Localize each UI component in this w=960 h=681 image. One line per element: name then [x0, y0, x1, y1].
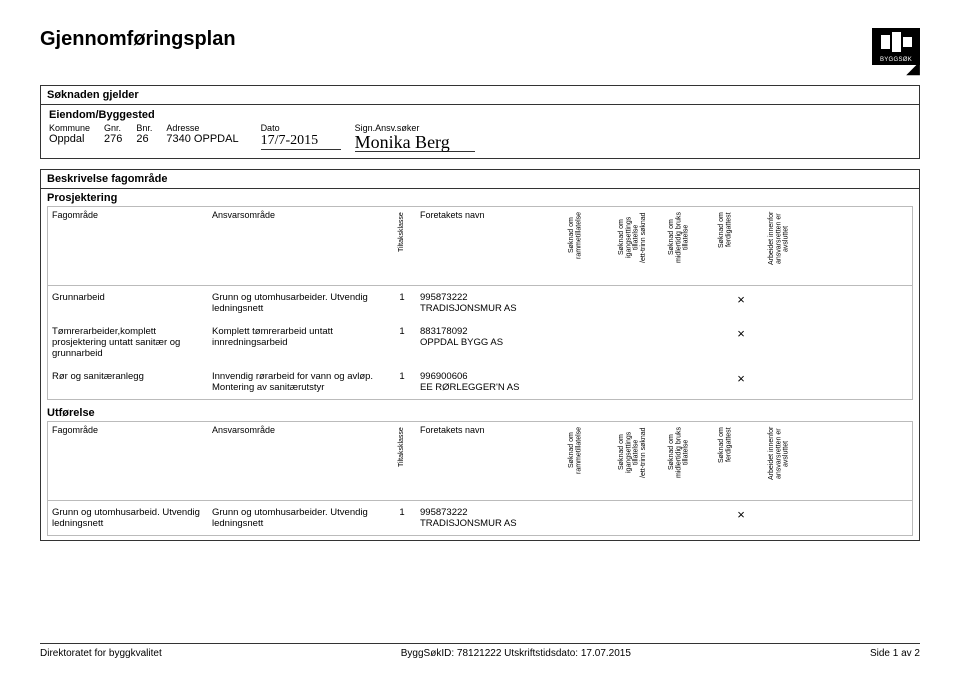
- page: Gjennomføringsplan BYGGSØK ◢ Søknaden gj…: [0, 0, 960, 681]
- prosjektering-head: Fagområde Ansvarsområde Tiltaksklasse Fo…: [48, 207, 912, 286]
- cell-foretak: 996900606 EE RØRLEGGER'N AS: [416, 368, 566, 396]
- table-row: Grunn og utomhusarbeid. Utvendig ledning…: [48, 501, 912, 535]
- kommune-value: Oppdal: [49, 133, 90, 145]
- cell-mark-1: [566, 323, 616, 362]
- footer: Direktoratet for byggkvalitet ByggSøkID:…: [40, 643, 920, 659]
- logo-icon: [872, 28, 920, 56]
- cell-ansvar: Grunn og utomhusarbeider. Utvendig ledni…: [208, 289, 388, 317]
- utforelse-table: Fagområde Ansvarsområde Tiltaksklasse Fo…: [47, 421, 913, 536]
- col-v5: Arbeidet innenfor ansvarsretten er avslu…: [768, 210, 790, 282]
- col-v4: Søknad om ferdigattest: [718, 210, 733, 282]
- dato-value: 17/7-2015: [261, 133, 341, 150]
- cell-mark-2: [616, 504, 666, 532]
- cell-mark-4: ×: [716, 504, 766, 532]
- cell-foretak: 883178092 OPPDAL BYGG AS: [416, 323, 566, 362]
- section-beskrivelse: Beskrivelse fagområde Prosjektering Fago…: [40, 169, 920, 541]
- cell-mark-4: ×: [716, 323, 766, 362]
- table-row: Tømrerarbeider,komplett prosjektering un…: [48, 320, 912, 365]
- cell-mark-3: [666, 289, 716, 317]
- prosjektering-title: Prosjektering: [41, 189, 919, 206]
- cell-fagomrade: Tømrerarbeider,komplett prosjektering un…: [48, 323, 208, 362]
- col-fagomrade: Fagområde: [48, 207, 208, 285]
- col-tiltak: Tiltaksklasse: [398, 210, 405, 282]
- col-v3: Søknad om midlertidig bruks tillatelse: [668, 425, 690, 497]
- cell-mark-4: ×: [716, 368, 766, 396]
- cell-tiltaksklasse: 1: [388, 504, 416, 532]
- col-v3: Søknad om midlertidig bruks tillatelse: [668, 210, 690, 282]
- cell-mark-2: [616, 368, 666, 396]
- cell-mark-1: [566, 504, 616, 532]
- logo: BYGGSØK ◢: [872, 28, 920, 71]
- col-ansvar: Ansvarsområde: [208, 207, 388, 285]
- footer-right: Side 1 av 2: [870, 648, 920, 659]
- gnr-label: Gnr.: [104, 123, 122, 133]
- col-v2: Søknad om igangsettings tillatelse /ett-…: [618, 425, 647, 497]
- gnr-value: 276: [104, 133, 122, 145]
- cell-mark-5: [766, 323, 816, 362]
- col-ansvar: Ansvarsområde: [208, 422, 388, 500]
- footer-center: ByggSøkID: 78121222 Utskriftstidsdato: 1…: [401, 648, 631, 659]
- cell-tiltaksklasse: 1: [388, 323, 416, 362]
- cell-mark-5: [766, 368, 816, 396]
- col-v2: Søknad om igangsettings tillatelse /ett-…: [618, 210, 647, 282]
- cell-mark-2: [616, 323, 666, 362]
- col-v1: Søknad om rammetillatelse: [568, 425, 583, 497]
- kommune-label: Kommune: [49, 123, 90, 133]
- cell-mark-3: [666, 368, 716, 396]
- adresse-value: 7340 OPPDAL: [166, 133, 238, 145]
- cell-mark-5: [766, 289, 816, 317]
- cell-fagomrade: Rør og sanitæranlegg: [48, 368, 208, 396]
- header: Gjennomføringsplan BYGGSØK ◢: [40, 28, 920, 71]
- cell-foretak: 995873222 TRADISJONSMUR AS: [416, 504, 566, 532]
- adresse-label: Adresse: [166, 123, 238, 133]
- cell-mark-1: [566, 368, 616, 396]
- col-v1: Søknad om rammetillatelse: [568, 210, 583, 282]
- cell-tiltaksklasse: 1: [388, 368, 416, 396]
- dato-label: Dato: [261, 123, 341, 133]
- footer-left: Direktoratet for byggkvalitet: [40, 648, 162, 659]
- cell-foretak: 995873222 TRADISJONSMUR AS: [416, 289, 566, 317]
- cell-fagomrade: Grunnarbeid: [48, 289, 208, 317]
- cell-fagomrade: Grunn og utomhusarbeid. Utvendig ledning…: [48, 504, 208, 532]
- bnr-label: Bnr.: [136, 123, 152, 133]
- utforelse-title: Utførelse: [41, 404, 919, 421]
- sign-value: Monika Berg: [355, 133, 475, 152]
- logo-tail-icon: ◢: [872, 63, 920, 71]
- eiendom-row: Kommune Oppdal Gnr. 276 Bnr. 26 Adresse …: [49, 123, 911, 152]
- cell-mark-1: [566, 289, 616, 317]
- col-fagomrade: Fagområde: [48, 422, 208, 500]
- cell-ansvar: Innvendig rørarbeid for vann og avløp. M…: [208, 368, 388, 396]
- section-soknaden-body: Eiendom/Byggested Kommune Oppdal Gnr. 27…: [41, 105, 919, 158]
- section-soknaden: Søknaden gjelder Eiendom/Byggested Kommu…: [40, 85, 920, 159]
- col-v5: Arbeidet innenfor ansvarsretten er avslu…: [768, 425, 790, 497]
- table-row: Rør og sanitæranleggInnvendig rørarbeid …: [48, 365, 912, 399]
- table-row: GrunnarbeidGrunn og utomhusarbeider. Utv…: [48, 286, 912, 320]
- beskrivelse-title: Beskrivelse fagområde: [41, 170, 919, 189]
- section-soknaden-title: Søknaden gjelder: [41, 86, 919, 105]
- cell-ansvar: Grunn og utomhusarbeider. Utvendig ledni…: [208, 504, 388, 532]
- col-foretak: Foretakets navn: [416, 207, 566, 285]
- col-tiltak: Tiltaksklasse: [398, 425, 405, 497]
- col-foretak: Foretakets navn: [416, 422, 566, 500]
- prosjektering-table: Fagområde Ansvarsområde Tiltaksklasse Fo…: [47, 206, 913, 400]
- col-v4: Søknad om ferdigattest: [718, 425, 733, 497]
- page-title: Gjennomføringsplan: [40, 28, 236, 51]
- utforelse-head: Fagområde Ansvarsområde Tiltaksklasse Fo…: [48, 422, 912, 501]
- cell-mark-3: [666, 323, 716, 362]
- eiendom-title: Eiendom/Byggested: [49, 109, 911, 121]
- cell-mark-5: [766, 504, 816, 532]
- cell-mark-4: ×: [716, 289, 766, 317]
- cell-mark-2: [616, 289, 666, 317]
- cell-mark-3: [666, 504, 716, 532]
- cell-ansvar: Komplett tømrerarbeid untatt innrednings…: [208, 323, 388, 362]
- cell-tiltaksklasse: 1: [388, 289, 416, 317]
- bnr-value: 26: [136, 133, 152, 145]
